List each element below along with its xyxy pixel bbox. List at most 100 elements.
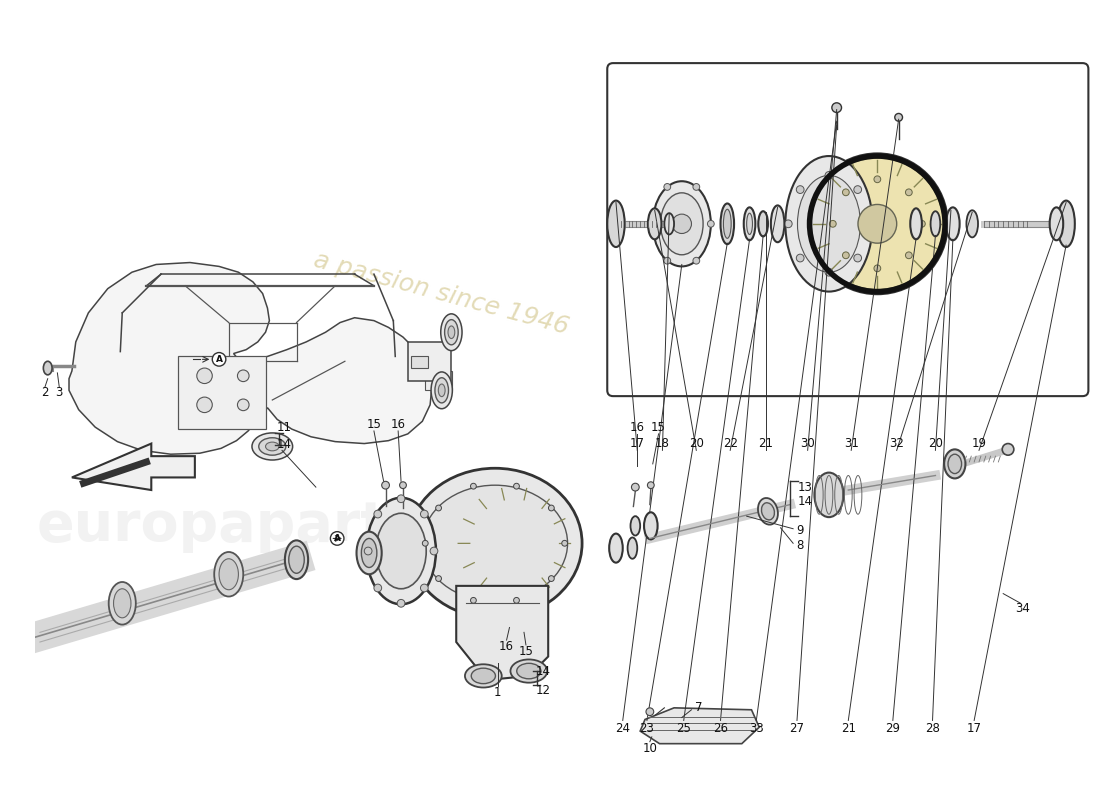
Circle shape xyxy=(1002,443,1014,455)
Circle shape xyxy=(648,482,654,489)
Text: 10: 10 xyxy=(642,742,658,755)
Circle shape xyxy=(918,221,925,227)
Ellipse shape xyxy=(376,514,426,589)
FancyBboxPatch shape xyxy=(607,63,1088,396)
Circle shape xyxy=(812,158,943,290)
Circle shape xyxy=(212,353,226,366)
Ellipse shape xyxy=(438,384,446,397)
Circle shape xyxy=(382,482,389,489)
Bar xyxy=(410,357,428,368)
Circle shape xyxy=(858,205,896,243)
Circle shape xyxy=(825,171,833,179)
Circle shape xyxy=(854,186,861,194)
Text: 30: 30 xyxy=(801,437,815,450)
Ellipse shape xyxy=(630,516,640,535)
Circle shape xyxy=(364,547,372,555)
Text: 34: 34 xyxy=(1015,602,1030,614)
Text: 15: 15 xyxy=(651,421,666,434)
Circle shape xyxy=(436,576,441,582)
Ellipse shape xyxy=(422,485,568,602)
Text: 17: 17 xyxy=(630,437,645,450)
Text: 16: 16 xyxy=(499,640,514,654)
Text: 22: 22 xyxy=(723,437,738,450)
Circle shape xyxy=(514,598,519,603)
Text: 12: 12 xyxy=(536,684,551,697)
Ellipse shape xyxy=(448,326,454,338)
Ellipse shape xyxy=(758,211,768,236)
Text: 19: 19 xyxy=(971,437,987,450)
Ellipse shape xyxy=(644,512,658,539)
Ellipse shape xyxy=(265,442,279,451)
Circle shape xyxy=(399,482,406,489)
Bar xyxy=(178,357,265,429)
Circle shape xyxy=(397,599,405,607)
Circle shape xyxy=(562,540,568,546)
Circle shape xyxy=(631,483,639,491)
Circle shape xyxy=(238,370,249,382)
Text: 33: 33 xyxy=(749,722,763,734)
Circle shape xyxy=(829,221,836,227)
Ellipse shape xyxy=(1049,207,1064,240)
Circle shape xyxy=(874,176,881,182)
Text: 15: 15 xyxy=(518,645,534,658)
Text: 27: 27 xyxy=(790,722,804,734)
Text: 17: 17 xyxy=(967,722,981,734)
Circle shape xyxy=(672,214,692,234)
Ellipse shape xyxy=(444,320,459,345)
Circle shape xyxy=(197,397,212,413)
Ellipse shape xyxy=(362,538,377,567)
Circle shape xyxy=(420,510,428,518)
Circle shape xyxy=(796,254,804,262)
Circle shape xyxy=(664,183,671,190)
Polygon shape xyxy=(640,708,759,744)
Circle shape xyxy=(854,254,861,262)
Circle shape xyxy=(843,189,849,196)
Bar xyxy=(426,371,452,390)
Text: a passion since 1946: a passion since 1946 xyxy=(311,248,572,339)
Circle shape xyxy=(238,399,249,410)
Circle shape xyxy=(436,505,441,511)
Circle shape xyxy=(807,154,947,294)
Circle shape xyxy=(649,221,656,227)
Ellipse shape xyxy=(814,473,844,517)
Circle shape xyxy=(693,258,700,264)
Ellipse shape xyxy=(720,203,734,244)
Circle shape xyxy=(374,584,382,592)
Text: 7: 7 xyxy=(694,702,702,714)
Ellipse shape xyxy=(931,211,940,236)
Text: 32: 32 xyxy=(889,437,904,450)
Ellipse shape xyxy=(285,540,308,579)
Ellipse shape xyxy=(724,210,732,238)
Circle shape xyxy=(374,510,382,518)
Ellipse shape xyxy=(660,193,703,254)
Circle shape xyxy=(905,189,912,196)
Ellipse shape xyxy=(967,210,978,238)
Text: 26: 26 xyxy=(713,722,728,734)
Ellipse shape xyxy=(648,208,661,239)
Circle shape xyxy=(471,483,476,489)
Polygon shape xyxy=(72,443,195,490)
Text: 14: 14 xyxy=(536,665,551,678)
Circle shape xyxy=(549,576,554,582)
Ellipse shape xyxy=(1057,201,1075,247)
Circle shape xyxy=(707,221,714,227)
Circle shape xyxy=(197,368,212,383)
Text: 1: 1 xyxy=(494,686,502,699)
Circle shape xyxy=(459,487,571,599)
Text: 23: 23 xyxy=(639,722,654,734)
Ellipse shape xyxy=(761,502,774,520)
Ellipse shape xyxy=(113,589,131,618)
Circle shape xyxy=(420,584,428,592)
Ellipse shape xyxy=(609,534,623,562)
Circle shape xyxy=(832,103,842,113)
Circle shape xyxy=(796,186,804,194)
Text: 24: 24 xyxy=(615,722,630,734)
Ellipse shape xyxy=(944,450,966,478)
Ellipse shape xyxy=(252,433,293,460)
Text: 16: 16 xyxy=(630,421,645,434)
Circle shape xyxy=(866,220,873,228)
Text: 3: 3 xyxy=(56,386,63,398)
Ellipse shape xyxy=(441,314,462,350)
Circle shape xyxy=(905,252,912,258)
Circle shape xyxy=(894,114,902,121)
